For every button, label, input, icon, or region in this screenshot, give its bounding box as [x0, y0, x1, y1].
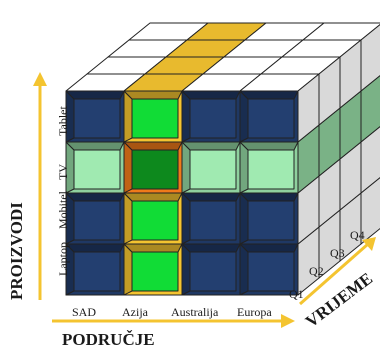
time-axis-arrowhead — [362, 237, 376, 251]
front-cell-inner — [131, 251, 179, 292]
front-cell-bevel — [123, 141, 133, 194]
front-cell-bevel — [181, 243, 191, 296]
front-cell-bevel — [123, 192, 183, 202]
front-cell-bevel — [239, 243, 249, 296]
product-label-laptop: Laptop — [56, 242, 70, 276]
time-label-q3: Q3 — [330, 246, 345, 260]
region-label-europa: Europa — [237, 305, 272, 319]
region-label-azija: Azija — [122, 305, 148, 319]
front-cell-bevel — [65, 90, 125, 100]
front-cell-bevel — [239, 90, 299, 100]
front-cell-inner — [247, 98, 295, 139]
front-cell-bevel — [181, 192, 191, 245]
front-cell-bevel — [181, 90, 241, 100]
front-cell-inner — [73, 200, 121, 241]
front-cell-bevel — [123, 192, 133, 245]
front-cell-inner — [189, 98, 237, 139]
front-cell-inner — [247, 149, 295, 190]
front-cell-bevel — [123, 90, 183, 100]
product-label-mobitel: Mobitel — [56, 191, 70, 229]
regions-axis-arrowhead — [281, 314, 295, 328]
front-cell-inner — [131, 98, 179, 139]
time-axis-arrow — [299, 242, 369, 306]
front-cell-inner — [73, 98, 121, 139]
products-axis-title: PROIZVODI — [7, 202, 26, 300]
front-cell-bevel — [65, 141, 125, 151]
front-cell-bevel — [123, 141, 183, 151]
front-cell-inner — [73, 251, 121, 292]
front-cell-bevel — [181, 192, 241, 202]
product-label-tv: TV — [56, 164, 70, 180]
time-label-q4: Q4 — [350, 228, 365, 242]
products-axis-arrowhead — [33, 72, 47, 86]
front-cell-inner — [247, 200, 295, 241]
front-cell-inner — [189, 251, 237, 292]
front-cell-bevel — [123, 243, 183, 253]
front-cell-inner — [131, 149, 179, 190]
front-cell-bevel — [181, 141, 191, 194]
front-cell-bevel — [239, 243, 299, 253]
front-cell-inner — [73, 149, 121, 190]
front-cell-bevel — [65, 192, 125, 202]
front-cell-inner — [131, 200, 179, 241]
regions-axis-title: PODRUČJE — [62, 330, 155, 349]
time-label-q2: Q2 — [309, 264, 324, 278]
front-cell-bevel — [239, 192, 249, 245]
front-cell-bevel — [239, 192, 299, 202]
time-label-q1: Q1 — [289, 287, 304, 301]
product-label-tablet: Tablet — [56, 106, 70, 136]
front-cell-inner — [189, 149, 237, 190]
front-cell-bevel — [123, 243, 133, 296]
front-cell-bevel — [181, 90, 191, 143]
front-cell-inner — [189, 200, 237, 241]
front-cell-bevel — [239, 90, 249, 143]
region-label-australija: Australija — [171, 305, 219, 319]
front-cell-bevel — [123, 90, 133, 143]
front-cell-bevel — [181, 243, 241, 253]
region-label-sad: SAD — [72, 305, 97, 319]
front-cell-bevel — [65, 243, 125, 253]
front-cell-bevel — [239, 141, 299, 151]
front-cell-bevel — [181, 141, 241, 151]
front-cell-inner — [247, 251, 295, 292]
front-cell-bevel — [239, 141, 249, 194]
